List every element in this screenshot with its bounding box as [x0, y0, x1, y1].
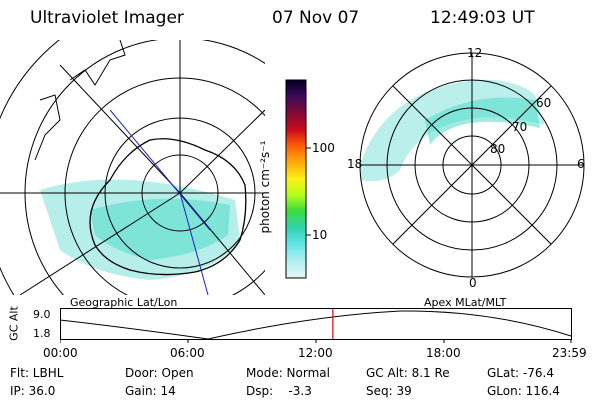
status-ip: IP: 36.0 [10, 384, 56, 398]
status-mode: Mode: Normal [246, 366, 330, 380]
mlt-label-6: 6 [577, 157, 585, 171]
mlt-label-18: 18 [347, 157, 363, 171]
colorbar-tick-100: 100 [312, 141, 335, 155]
left-map-caption: Geographic Lat/Lon [70, 296, 178, 309]
antarctica-coastline [89, 138, 247, 276]
timeline-axis-label: GC Alt [7, 306, 21, 341]
colorbar-tick-10: 10 [312, 228, 328, 242]
timeline-xtick-0600: 06:00 [170, 346, 205, 360]
colorbar-unit-label: photon cm⁻²s⁻¹ [258, 140, 272, 234]
mlt-label-0: 0 [469, 276, 477, 290]
aurora-emission-right-core [425, 97, 540, 145]
geographic-map [0, 40, 265, 295]
timeline-xtick-1800: 18:00 [426, 346, 461, 360]
timeline-ytick-max: 9.0 [33, 308, 51, 321]
timeline-plot [60, 308, 572, 343]
date-label: 07 Nov 07 [272, 8, 360, 28]
status-dsp: Dsp: -3.3 [246, 384, 312, 398]
status-gain: Gain: 14 [125, 384, 176, 398]
mlat-label-80: 80 [490, 142, 506, 156]
mlat-label-70: 70 [512, 120, 528, 134]
timeline-xtick-2359: 23:59 [552, 346, 587, 360]
instrument-title: Ultraviolet Imager [30, 8, 184, 28]
status-glon: GLon: 116.4 [487, 384, 560, 398]
mlt-label-12: 12 [467, 46, 483, 60]
status-door: Door: Open [125, 366, 194, 380]
status-filter: Flt: LBHL [10, 366, 64, 380]
gc-altitude-curve [60, 310, 572, 340]
status-gc-alt: GC Alt: 8.1 Re [366, 366, 450, 380]
status-seq: Seq: 39 [366, 384, 412, 398]
magnetic-polar-plot [359, 52, 585, 278]
time-label: 12:49:03 UT [430, 8, 535, 28]
timeline-ytick-min: 1.8 [33, 327, 51, 340]
right-map-caption: Apex MLat/MLT [424, 296, 507, 309]
timeline-xtick-0000: 00:00 [43, 346, 78, 360]
mlat-label-60: 60 [536, 96, 552, 110]
status-glat: GLat: -76.4 [487, 366, 554, 380]
colorbar [285, 79, 311, 279]
timeline-xtick-1200: 12:00 [298, 346, 333, 360]
